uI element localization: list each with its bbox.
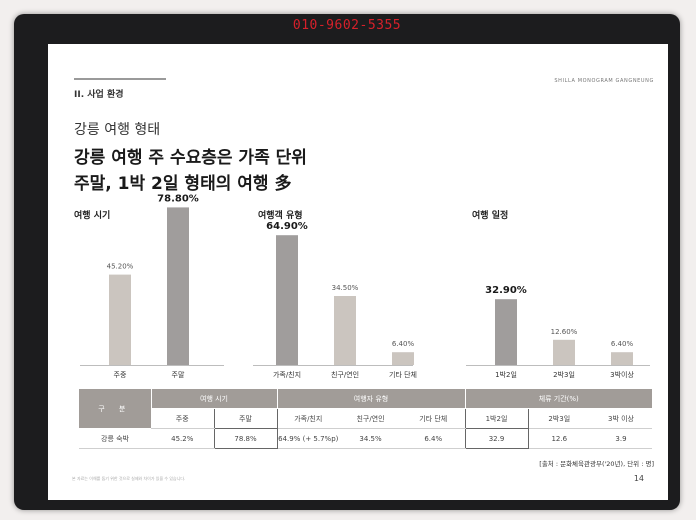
brand-label: SHILLA MONOGRAM GANGNEUNG xyxy=(554,78,654,84)
chart-bar xyxy=(553,339,575,365)
photo-frame: 010-9602-5355 II. 사업 환경 SHILLA MONOGRAM … xyxy=(14,14,680,510)
chart-category-label: 주중 xyxy=(114,371,127,379)
chart-category-label: 친구/연인 xyxy=(331,370,359,379)
table-column-header: 주중 xyxy=(151,408,214,429)
page-subtitle: 강릉 여행 형태 xyxy=(74,122,161,138)
chart-category-label: 주말 xyxy=(172,371,185,379)
chart-data-label: 6.40% xyxy=(392,340,415,348)
footnote: 본 자료는 이해를 돕기 위한 것으로 실제와 차이가 있을 수 있습니다. xyxy=(72,476,186,481)
chart-bar xyxy=(167,207,189,365)
chart-data-label: 12.60% xyxy=(551,328,578,336)
table-column-header: 가족/친지 xyxy=(277,408,339,429)
phone-watermark: 010-9602-5355 xyxy=(292,18,402,33)
table-cell: 6.4% xyxy=(402,428,465,449)
table-row-label: 강릉 숙박 xyxy=(79,428,151,449)
table-gubun-header: 구 분 xyxy=(79,389,151,429)
chart-bar xyxy=(495,299,517,365)
table-cell: 3.9 xyxy=(590,428,652,449)
table-column-header: 친구/연인 xyxy=(339,408,402,429)
chart-bar xyxy=(109,274,131,365)
headline-line-2: 주말, 1박 2일 형태의 여행 多 xyxy=(74,174,292,194)
page-number: 14 xyxy=(633,474,644,483)
chart-data-label: 34.50% xyxy=(332,284,359,292)
summary-table: 구 분 여행 시기 여행자 유형 체류 기간(%) 주중 주말 가족/친지 친구… xyxy=(79,389,652,449)
section-rule xyxy=(74,78,166,80)
chart-category-label: 3박이상 xyxy=(610,370,634,379)
table-cell: 64.9% (+ 5.7%p) xyxy=(277,428,339,449)
section-label: II. 사업 환경 xyxy=(74,90,124,100)
slide: II. 사업 환경 SHILLA MONOGRAM GANGNEUNG 강릉 여… xyxy=(48,44,668,500)
chart-title-travel-duration: 여행 일정 xyxy=(472,211,509,221)
chart-bar xyxy=(611,352,633,365)
chart-category-label: 기타 단체 xyxy=(389,370,417,379)
bar-charts: 45.20% 주중 78.80% 주말 64.90% 가족/친지 34.50% 친구/연인 6.… xyxy=(80,193,650,379)
table-group-header: 여행자 유형 xyxy=(276,389,465,409)
table-cell: 45.2% xyxy=(151,428,214,449)
table-column-header: 2박3일 xyxy=(528,408,590,429)
chart-bar xyxy=(392,352,414,365)
headline-line-1: 강릉 여행 주 수요층은 가족 단위 xyxy=(74,148,307,168)
headline: 강릉 여행 주 수요층은 가족 단위 주말, 1박 2일 형태의 여행 多 xyxy=(74,145,307,197)
chart-title-travel-period: 여행 시기 xyxy=(74,211,111,221)
chart-category-label: 2박3일 xyxy=(553,370,575,379)
chart-data-label: 32.90% xyxy=(485,285,527,296)
table-group-header: 여행 시기 xyxy=(150,389,277,409)
chart-data-label: 6.40% xyxy=(611,340,634,348)
table-row: 강릉 숙박 45.2% 78.8% 64.9% (+ 5.7%p) 34.5% … xyxy=(79,428,652,449)
table-column-header: 주말 xyxy=(213,408,278,429)
table-group-header: 체류 기간(%) xyxy=(464,389,652,409)
source-note: [출처 : 문화체육관광부('20년), 단위 : 명] xyxy=(539,460,654,468)
table-column-header: 기타 단체 xyxy=(402,408,465,429)
chart-bar xyxy=(276,235,298,365)
chart-data-label: 78.80% xyxy=(157,193,199,204)
table-cell: 12.6 xyxy=(528,428,590,449)
table-column-header: 1박2일 xyxy=(464,408,529,429)
chart-bar xyxy=(334,296,356,365)
table-column-header-row: 주중 주말 가족/친지 친구/연인 기타 단체 1박2일 2박3일 3박 이상 xyxy=(79,408,652,429)
table-column-header: 3박 이상 xyxy=(590,408,652,429)
table-cell: 34.5% xyxy=(339,428,402,449)
table-cell: 78.8% xyxy=(213,428,278,449)
table-cell: 32.9 xyxy=(464,428,529,449)
chart-data-label: 45.20% xyxy=(107,263,134,271)
chart-data-label: 64.90% xyxy=(266,221,308,232)
chart-category-label: 1박2일 xyxy=(495,370,517,379)
chart-title-traveler-type: 여행객 유형 xyxy=(258,211,303,221)
chart-category-label: 가족/친지 xyxy=(273,370,301,379)
